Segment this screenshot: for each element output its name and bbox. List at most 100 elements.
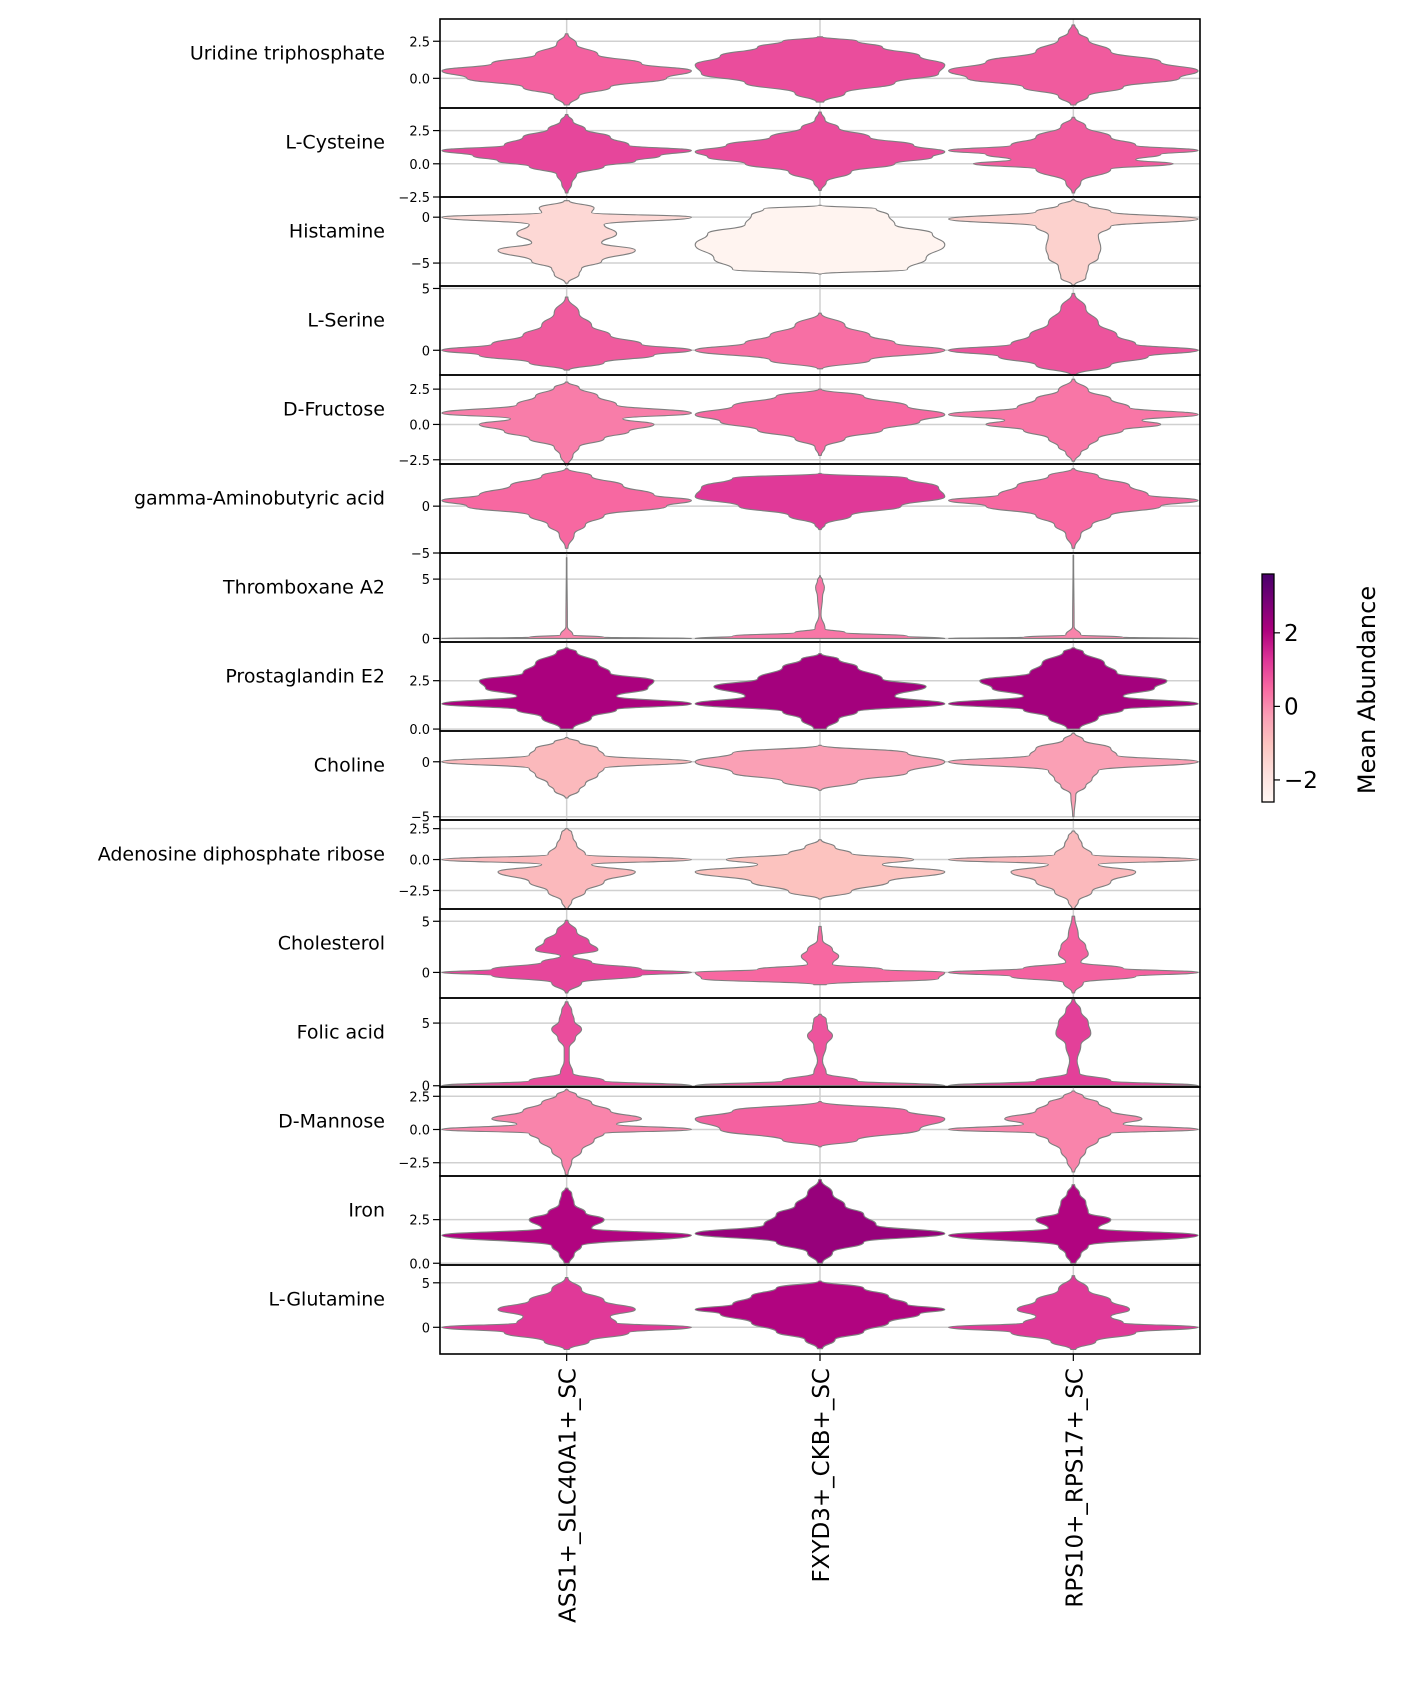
row-label: gamma-Aminobutyric acid — [134, 488, 385, 510]
violin — [694, 36, 946, 103]
row-label: Histamine — [289, 221, 385, 243]
row-label: L-Cysteine — [285, 132, 385, 154]
violin — [441, 1001, 692, 1087]
row-label: Adenosine diphosphate ribose — [98, 844, 385, 866]
violin — [694, 839, 946, 900]
y-tick-label: 5 — [422, 1277, 430, 1292]
colorbar-tick-label: −2 — [1284, 768, 1318, 794]
y-tick-label: 0 — [422, 632, 430, 647]
y-tick-label: −2.5 — [398, 454, 430, 469]
y-tick-label: 5 — [422, 282, 430, 297]
y-tick-label: 0.0 — [409, 418, 430, 433]
y-tick-label: 0 — [422, 344, 430, 359]
y-tick-label: 0.0 — [409, 1257, 430, 1272]
violin — [441, 557, 692, 639]
y-tick-label: 0 — [422, 756, 430, 771]
row-label: D-Mannose — [278, 1111, 385, 1133]
violin — [694, 1280, 946, 1350]
y-tick-label: 2.5 — [409, 1090, 430, 1105]
violin — [441, 200, 692, 284]
violin — [948, 292, 1199, 376]
colorbar — [1261, 573, 1275, 803]
row-label: Prostaglandin E2 — [225, 666, 385, 688]
y-tick-label: 5 — [422, 915, 430, 930]
y-tick-label: 5 — [422, 1017, 430, 1032]
y-tick-label: −5 — [411, 547, 430, 562]
colorbar-tick-label: 2 — [1284, 621, 1299, 647]
colorbar-tick-label: 0 — [1284, 694, 1299, 720]
violin — [948, 116, 1199, 194]
x-tick-label: RPS10+_RPS17+_SC — [1062, 1368, 1088, 1608]
colorbar-label: Mean Abundance — [1353, 586, 1381, 794]
y-tick-label: 0.0 — [409, 72, 430, 87]
violin — [694, 1013, 946, 1087]
y-tick-label: −2.5 — [398, 1157, 430, 1172]
row-label: Folic acid — [297, 1022, 385, 1044]
y-tick-label: 0.0 — [409, 723, 430, 738]
y-tick-label: 0 — [422, 966, 430, 981]
violin — [948, 378, 1199, 462]
violin — [441, 737, 692, 799]
row-label: Iron — [348, 1200, 385, 1222]
y-tick-label: −2.5 — [398, 191, 430, 206]
y-tick-label: 2.5 — [409, 125, 430, 140]
y-tick-label: 2.5 — [409, 675, 430, 690]
x-tick-label: ASS1+_SLC40A1+_SC — [556, 1368, 582, 1623]
row-label: Cholesterol — [278, 933, 385, 955]
violin — [948, 1090, 1199, 1173]
violin — [948, 732, 1199, 818]
violin — [948, 199, 1199, 286]
violin — [948, 647, 1199, 730]
y-tick-label: −5 — [411, 811, 430, 826]
violin — [694, 472, 946, 531]
violin — [948, 1275, 1199, 1351]
violin — [441, 647, 692, 730]
violin — [694, 204, 946, 275]
row-label: L-Serine — [307, 310, 385, 332]
violin — [441, 33, 692, 106]
y-tick-label: 2.5 — [409, 35, 430, 50]
violin — [948, 915, 1199, 994]
y-tick-label: 0.0 — [409, 854, 430, 869]
violin — [441, 114, 692, 194]
y-tick-label: 0 — [422, 1080, 430, 1095]
y-tick-label: 0.0 — [409, 158, 430, 173]
violin — [948, 468, 1199, 549]
y-tick-label: −5 — [411, 257, 430, 272]
violin — [441, 828, 692, 910]
violin — [441, 296, 692, 371]
violin — [948, 1184, 1199, 1264]
violin — [694, 312, 946, 370]
row-label: Uridine triphosphate — [190, 43, 385, 65]
violin — [694, 925, 946, 986]
y-tick-label: 0 — [422, 1321, 430, 1336]
violin — [441, 1089, 692, 1176]
y-tick-label: 2.5 — [409, 383, 430, 398]
violin — [441, 1276, 692, 1351]
violin — [694, 1101, 946, 1148]
violin — [694, 653, 946, 730]
x-tick-label: FXYD3+_CKB+_SC — [809, 1368, 835, 1583]
y-tick-label: 0 — [422, 211, 430, 226]
row-label: L-Glutamine — [269, 1289, 385, 1311]
violin — [948, 554, 1199, 639]
row-label: Thromboxane A2 — [222, 577, 385, 599]
violin — [948, 998, 1199, 1087]
violin — [441, 1187, 692, 1264]
y-tick-label: 2.5 — [409, 1214, 430, 1229]
y-tick-label: 0.0 — [409, 1124, 430, 1139]
violin — [441, 381, 692, 466]
violin — [694, 574, 946, 639]
y-tick-label: 2.5 — [409, 823, 430, 838]
row-label: Choline — [314, 755, 385, 777]
y-tick-label: −2.5 — [398, 884, 430, 899]
violin — [694, 744, 946, 791]
violin — [694, 388, 946, 457]
violin — [948, 24, 1199, 106]
violin — [694, 1178, 946, 1264]
y-tick-label: 5 — [422, 573, 430, 588]
violin — [441, 919, 692, 994]
row-label: D-Fructose — [283, 399, 385, 421]
violin — [694, 111, 946, 191]
violin — [948, 830, 1199, 910]
